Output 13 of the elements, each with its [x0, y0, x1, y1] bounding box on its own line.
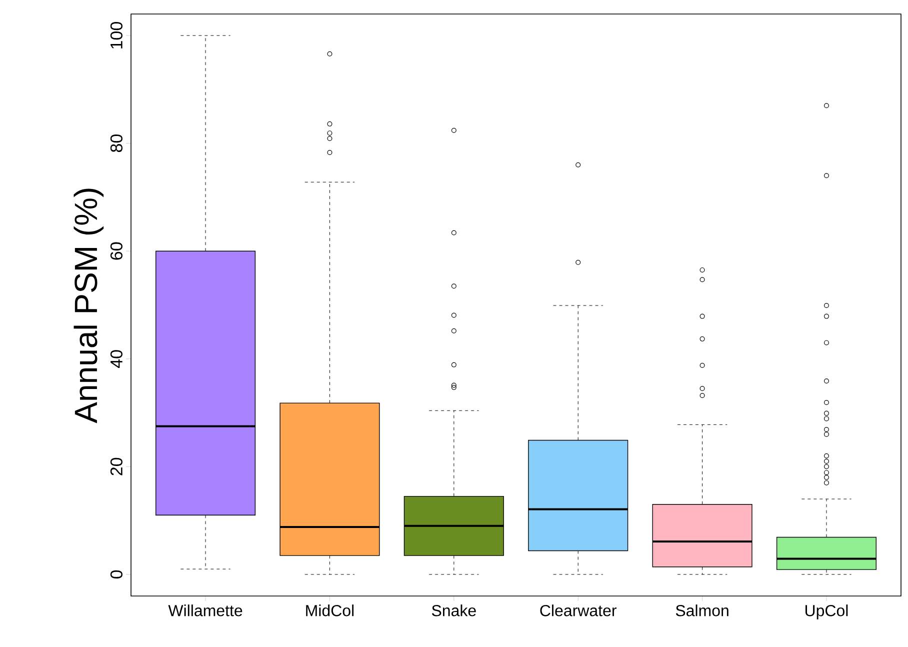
- x-tick-label: Clearwater: [540, 604, 616, 616]
- x-tick-label: MidCol: [306, 604, 354, 616]
- y-tick-label: 80: [110, 134, 122, 152]
- y-tick-label: 0: [110, 570, 122, 578]
- y-tick-label: 40: [110, 350, 122, 368]
- y-tick-label: 100: [110, 22, 122, 48]
- x-tick-label: Salmon: [676, 604, 728, 616]
- y-tick-label: 60: [110, 242, 122, 260]
- y-tick-label: 20: [110, 458, 122, 476]
- x-tick-label: Willamette: [168, 604, 242, 616]
- y-axis-title: Annual PSM (%): [74, 188, 104, 424]
- x-tick-label: UpCol: [805, 604, 848, 620]
- x-tick-label: Snake: [432, 604, 476, 616]
